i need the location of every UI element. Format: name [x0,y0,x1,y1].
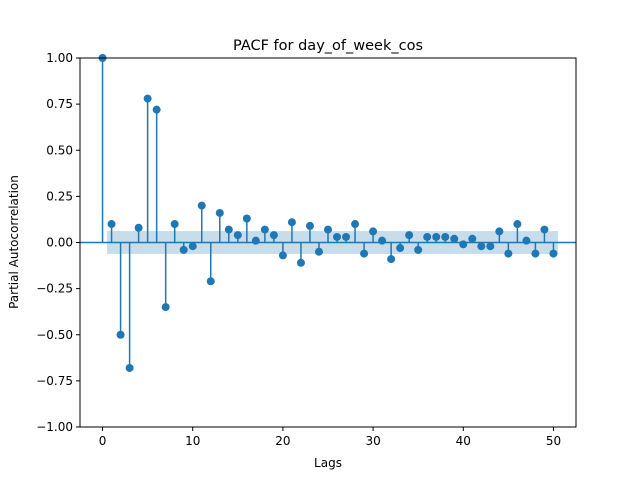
y-axis-label: Partial Autocorrelation [7,175,21,309]
y-tick-label: −0.75 [36,374,73,388]
stem-marker-lag-11 [197,201,206,210]
stem-marker-lag-44 [495,227,504,236]
stem-marker-lag-37 [432,232,441,241]
stem-marker-lag-9 [179,245,188,254]
stem-marker-lag-21 [287,218,296,227]
stem-marker-lag-38 [441,232,450,241]
stem-marker-lag-47 [522,236,531,245]
stem-marker-lag-17 [251,236,260,245]
stem-marker-lag-28 [351,220,360,229]
stem-marker-lag-6 [152,105,161,114]
stem-marker-lag-48 [531,249,540,258]
stem-marker-lag-39 [450,234,459,243]
y-tick-label: 1.00 [46,51,73,65]
stem-marker-lag-30 [369,227,378,236]
stem-marker-lag-33 [396,244,405,253]
stem-marker-lag-12 [206,277,215,286]
stem-marker-lag-2 [116,330,125,339]
x-tick-label: 30 [365,434,380,448]
stem-marker-lag-15 [233,231,242,240]
stem-marker-lag-8 [170,220,179,229]
y-tick-label: −0.50 [36,328,73,342]
stem-marker-lag-7 [161,303,170,312]
stem-marker-lag-32 [387,255,396,264]
y-tick-label: −1.00 [36,420,73,434]
stem-marker-lag-13 [215,208,224,217]
x-tick-label: 40 [456,434,471,448]
stem-marker-lag-22 [296,258,305,267]
stem-marker-lag-40 [459,240,468,249]
x-axis-label: Lags [314,456,342,470]
y-tick-label: 0.75 [46,97,73,111]
stem-marker-lag-5 [143,94,152,103]
x-tick-label: 50 [546,434,561,448]
x-tick-label: 0 [99,434,107,448]
stem-marker-lag-42 [477,242,486,251]
stem-marker-lag-20 [278,251,287,260]
y-tick-label: −0.25 [36,282,73,296]
stem-marker-lag-43 [486,242,495,251]
stem-layer [80,54,576,372]
stem-marker-lag-10 [188,242,197,251]
stem-marker-lag-16 [242,214,251,223]
stem-marker-lag-35 [414,245,423,254]
stem-marker-lag-14 [224,225,233,234]
stem-marker-lag-46 [513,220,522,229]
stem-marker-lag-34 [405,231,414,240]
y-tick-label: 0.25 [46,189,73,203]
x-tick-label: 20 [275,434,290,448]
y-tick-label: 0.00 [46,236,73,250]
stem-marker-lag-25 [324,225,332,234]
stem-marker-lag-23 [305,221,314,230]
stem-marker-lag-29 [360,249,369,258]
stem-marker-lag-26 [333,232,342,241]
stem-marker-lag-41 [468,234,477,243]
stem-marker-lag-31 [378,236,387,245]
y-tick-label: 0.50 [46,143,73,157]
chart-title: PACF for day_of_week_cos [233,38,423,54]
stem-marker-lag-18 [260,225,269,234]
stem-marker-lag-4 [134,223,143,232]
axes-layer: −1.00 −0.75 −0.50 −0.25 0.00 0.25 0.50 0.75 1.00… [36,51,577,448]
stem-marker-lag-1 [107,220,116,229]
stem-marker-lag-49 [540,225,549,234]
stem-marker-lag-45 [504,249,513,258]
x-tick-label: 10 [185,434,200,448]
stem-marker-lag-36 [423,232,432,241]
stem-marker-lag-27 [342,232,351,241]
stem-marker-lag-50 [549,249,558,258]
stem-marker-lag-19 [269,231,278,240]
stem-marker-lag-24 [314,247,323,256]
stem-marker-lag-3 [125,363,134,372]
